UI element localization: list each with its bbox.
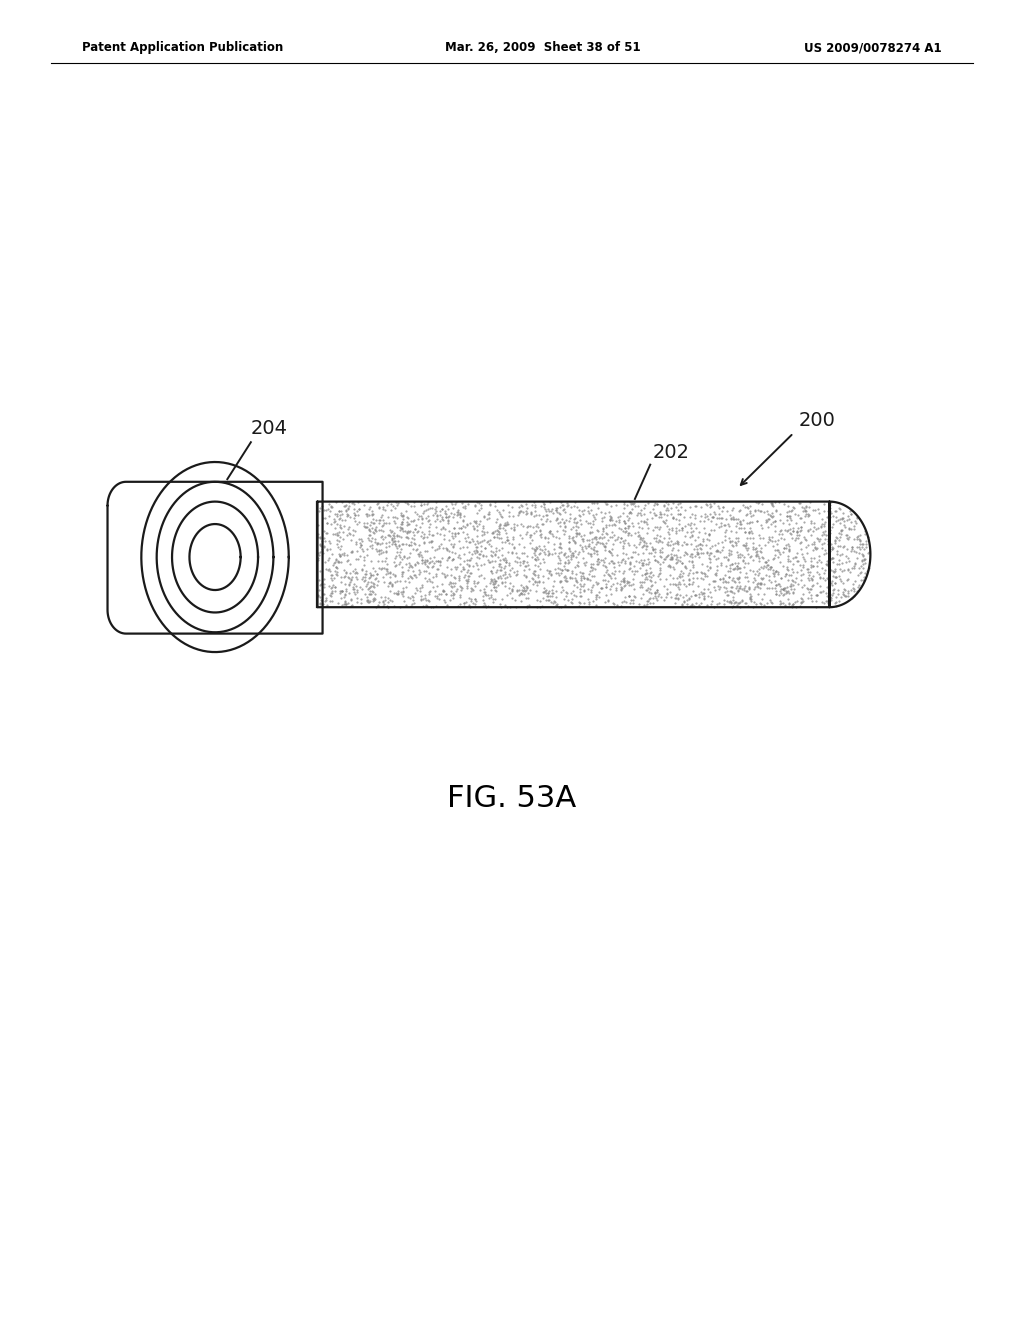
Text: Mar. 26, 2009  Sheet 38 of 51: Mar. 26, 2009 Sheet 38 of 51 bbox=[445, 41, 641, 54]
Text: Patent Application Publication: Patent Application Publication bbox=[82, 41, 284, 54]
Text: 202: 202 bbox=[652, 444, 689, 462]
Text: US 2009/0078274 A1: US 2009/0078274 A1 bbox=[805, 41, 942, 54]
Text: 204: 204 bbox=[251, 420, 288, 438]
Text: FIG. 53A: FIG. 53A bbox=[447, 784, 577, 813]
Text: 200: 200 bbox=[799, 412, 836, 430]
